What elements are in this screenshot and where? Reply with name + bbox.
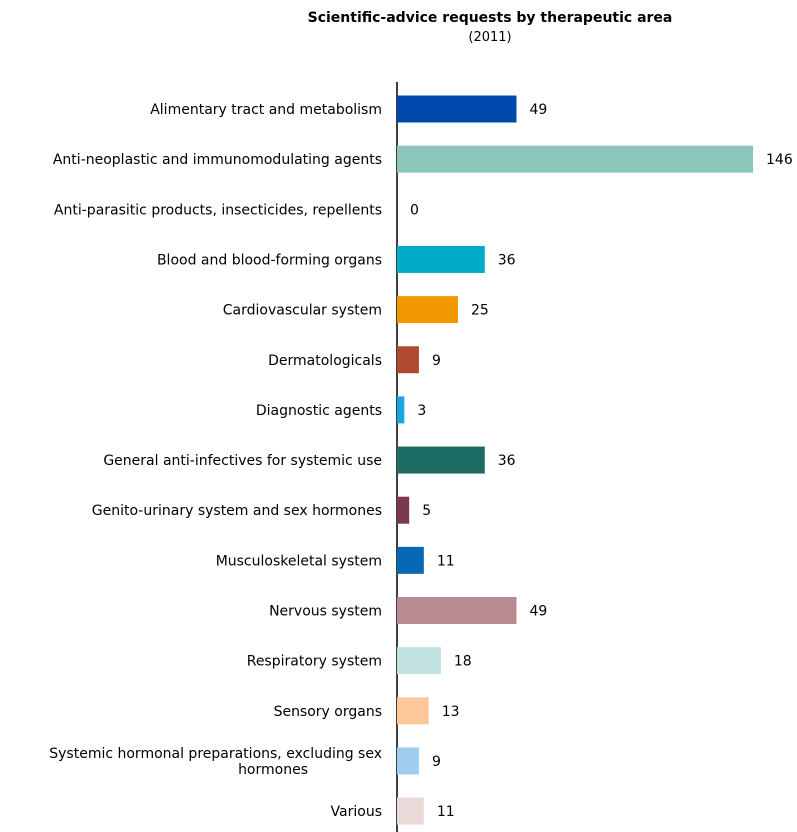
category-label: Respiratory system — [247, 654, 382, 670]
bar — [397, 446, 485, 474]
value-label: 0 — [410, 202, 419, 218]
category-label: Sensory organs — [274, 704, 382, 720]
category-label: Nervous system — [269, 604, 382, 620]
value-label: 25 — [471, 303, 489, 319]
value-label: 36 — [498, 252, 516, 268]
value-label: 9 — [432, 353, 441, 369]
value-label: 9 — [432, 754, 441, 770]
category-label-line: hormones — [238, 762, 308, 778]
bar — [397, 296, 458, 324]
value-label: 49 — [529, 604, 547, 620]
category-label: General anti-infectives for systemic use — [103, 453, 382, 469]
category-label: Various — [331, 804, 382, 820]
value-label: 146 — [766, 152, 793, 168]
bar — [397, 747, 419, 775]
bar — [397, 95, 517, 123]
bar — [397, 496, 410, 524]
bar — [397, 546, 424, 574]
bar — [397, 647, 441, 675]
value-label: 13 — [442, 704, 460, 720]
category-label: Alimentary tract and metabolism — [150, 102, 382, 118]
category-label: Systemic hormonal preparations, excludin… — [49, 746, 382, 778]
bar — [397, 396, 405, 424]
category-label: Anti-parasitic products, insecticides, r… — [54, 202, 382, 218]
chart-title: Scientific-advice requests by therapeuti… — [307, 10, 673, 26]
category-label: Blood and blood-forming organs — [157, 252, 382, 268]
value-label: 36 — [498, 453, 516, 469]
category-label: Cardiovascular system — [223, 303, 382, 319]
value-label: 11 — [437, 804, 455, 820]
bar — [397, 245, 485, 273]
bar — [397, 346, 419, 374]
value-label: 11 — [437, 553, 455, 569]
value-label: 18 — [454, 654, 472, 670]
bar — [397, 697, 429, 725]
value-label: 5 — [422, 503, 431, 519]
bar — [397, 145, 753, 173]
category-label: Dermatologicals — [268, 353, 382, 369]
category-label-line: Systemic hormonal preparations, excludin… — [49, 746, 382, 762]
category-label: Diagnostic agents — [256, 403, 382, 419]
category-label: Musculoskeletal system — [216, 553, 382, 569]
chart-subtitle: (2011) — [468, 30, 512, 45]
category-label: Genito-urinary system and sex hormones — [92, 503, 382, 519]
value-label: 49 — [529, 102, 547, 118]
bar — [397, 597, 517, 624]
category-label: Anti-neoplastic and immunomodulating age… — [53, 152, 382, 168]
bar — [397, 797, 424, 825]
value-label: 3 — [417, 403, 426, 419]
